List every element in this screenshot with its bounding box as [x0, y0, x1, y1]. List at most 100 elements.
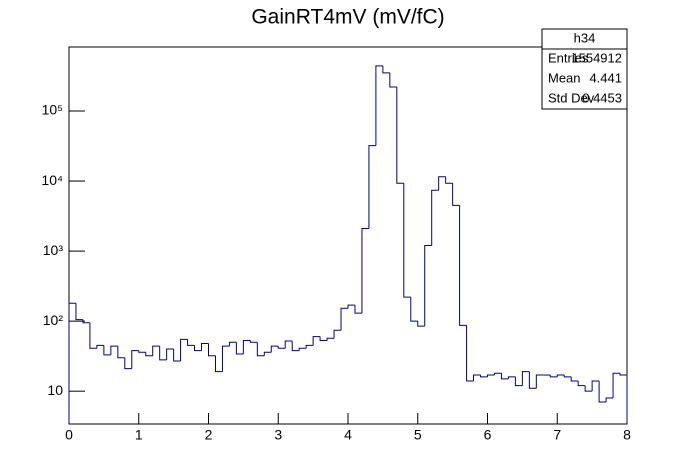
histogram-bin [180, 338, 188, 361]
histogram-bin [214, 355, 223, 373]
histogram-bin [96, 344, 104, 349]
y-tick-label: 10³ [43, 242, 64, 258]
x-tick-label: 4 [344, 427, 352, 443]
histogram-bin [319, 336, 328, 341]
histogram-bin [242, 339, 251, 354]
histogram-bin [277, 346, 286, 349]
histogram-bin [424, 245, 432, 327]
histogram-bin [375, 65, 383, 146]
histogram-bin [89, 322, 97, 349]
histogram-bin [389, 72, 397, 88]
stats-label: Std Dev [548, 90, 595, 105]
histogram-bin [556, 374, 565, 377]
histogram-bin [166, 348, 174, 360]
histogram-bin [312, 336, 321, 346]
histogram-bin [563, 375, 572, 378]
histogram-bin [570, 376, 579, 382]
histogram-bin [152, 345, 160, 356]
histogram-bin [347, 304, 355, 309]
histogram-bin [487, 374, 495, 377]
histogram-bin [110, 345, 118, 355]
histogram-bin [535, 374, 544, 389]
histogram-bin [228, 341, 237, 347]
histogram-bin [577, 380, 586, 387]
histogram-bin [256, 342, 265, 357]
stats-box [541, 28, 628, 110]
stats-value: 4.441 [589, 70, 622, 85]
histogram-bin [291, 341, 300, 352]
histogram-bin [82, 319, 90, 324]
histogram-bin [354, 305, 362, 314]
chart-title: GainRT4mV (mV/fC) [251, 6, 444, 29]
histogram-bin [410, 297, 418, 322]
histogram-bin [208, 343, 216, 357]
histogram-bin [438, 176, 446, 191]
stats-value: 1554912 [571, 50, 622, 65]
histogram-bin [417, 321, 425, 327]
histogram-bin [396, 87, 404, 184]
y-tick-label: 10⁴ [41, 172, 63, 188]
histogram-bin [598, 380, 607, 403]
histogram-bin [194, 345, 202, 352]
histogram-bin [249, 340, 258, 343]
histogram-bin [333, 329, 342, 339]
histogram-bin [326, 337, 335, 341]
histogram-bin [103, 345, 111, 356]
histogram-bin [270, 345, 279, 353]
histogram-bin [591, 380, 600, 392]
histogram-bin [459, 205, 467, 326]
histogram-bin [514, 376, 523, 387]
y-tick-label: 10⁵ [42, 102, 63, 118]
histogram-bin [480, 375, 488, 378]
x-tick-label: 3 [274, 427, 282, 443]
histogram-bin [159, 346, 167, 361]
histogram-bin [549, 375, 558, 378]
histogram-bin [368, 145, 376, 229]
histogram-bin [75, 303, 83, 321]
stats-value: 0.4453 [582, 90, 622, 105]
histogram-bin [145, 352, 153, 357]
histogram-bin [619, 373, 628, 424]
histogram-bin [305, 344, 314, 349]
histogram-bin [187, 339, 195, 346]
histogram-bin [173, 349, 181, 362]
histogram-bin [340, 307, 348, 331]
x-tick-label: 5 [414, 427, 422, 443]
stats-label: Mean [548, 70, 581, 85]
histogram-bin [493, 372, 502, 376]
histogram-bin [403, 183, 411, 298]
histogram-bin [452, 183, 460, 206]
x-tick-label: 7 [553, 427, 561, 443]
histogram-bin [201, 342, 209, 351]
histogram-bin [605, 397, 614, 403]
histogram-bin [263, 351, 272, 356]
x-tick-label: 6 [484, 427, 492, 443]
x-tick-label: 2 [205, 427, 213, 443]
histogram-bin [68, 302, 76, 424]
x-tick-label: 1 [135, 427, 143, 443]
x-tick-label: 0 [65, 427, 73, 443]
stats-name: h34 [574, 30, 596, 45]
histogram-bin [117, 346, 125, 359]
histogram-bin [131, 350, 139, 369]
y-tick-label: 10 [47, 382, 63, 398]
histogram-bin [235, 342, 244, 355]
histogram-bin [528, 371, 537, 389]
x-tick-label: 8 [623, 427, 631, 443]
histogram-bin [473, 374, 481, 381]
histogram-bin [221, 345, 230, 372]
histogram-bin [361, 228, 369, 314]
histogram-bin [138, 350, 146, 353]
histogram-bin [445, 176, 453, 184]
histogram-bin [284, 340, 293, 349]
histogram-bin [124, 357, 132, 370]
histogram-bin [298, 347, 307, 351]
histogram-bin [612, 372, 621, 398]
histogram-bin [431, 189, 439, 246]
histogram-bin [382, 65, 390, 74]
histogram-bin [521, 371, 530, 386]
y-tick-label: 10² [43, 312, 64, 328]
histogram-bin [507, 376, 516, 379]
histogram-bin [500, 373, 509, 380]
